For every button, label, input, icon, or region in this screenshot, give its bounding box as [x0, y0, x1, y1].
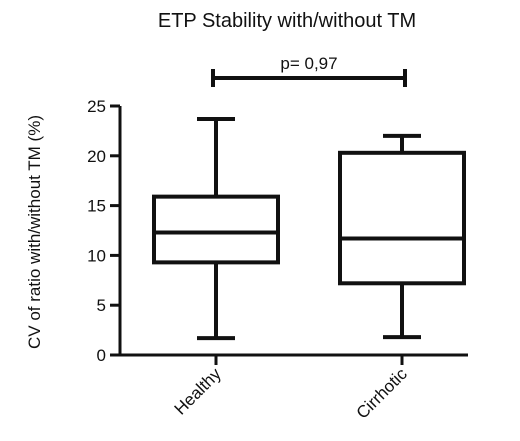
- box-plot-healthy: [152, 116, 280, 341]
- iqr-box: [338, 150, 466, 286]
- y-tick-label: 10: [87, 246, 106, 265]
- p-value-label: p= 0,97: [280, 54, 337, 73]
- x-tick-label: Healthy: [171, 364, 226, 419]
- y-tick-label: 25: [87, 97, 106, 116]
- y-tick-label: 0: [97, 346, 106, 365]
- y-axis-label: CV of ratio with/without TM (%): [25, 115, 44, 349]
- significance-bracket: p= 0,97: [211, 54, 407, 87]
- chart-title: ETP Stability with/without TM: [158, 10, 416, 32]
- iqr-box: [152, 194, 280, 265]
- y-tick-label: 20: [87, 147, 106, 166]
- y-tick-label: 5: [97, 296, 106, 315]
- y-tick-label: 15: [87, 197, 106, 216]
- box-series: [152, 116, 466, 341]
- box-plot-cirrhotic: [338, 133, 466, 340]
- x-tick-label: Cirrhotic: [353, 364, 412, 423]
